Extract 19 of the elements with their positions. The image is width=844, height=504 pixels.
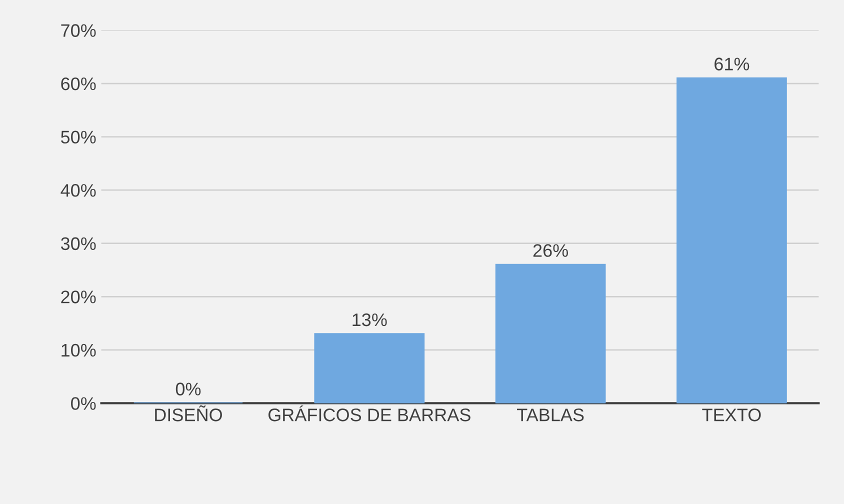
data-label: 0%	[176, 382, 201, 396]
bar	[314, 333, 425, 404]
data-label: 13%	[352, 313, 387, 326]
x-tick-label: GRÁFICOS DE BARRAS	[268, 405, 470, 422]
y-tick-label: 30%	[60, 237, 96, 250]
x-tick-label: TABLAS	[517, 408, 584, 422]
y-tick-label: 0%	[71, 397, 96, 410]
y-tick-label: 20%	[61, 290, 96, 304]
bar	[495, 264, 606, 404]
y-tick-label: 40%	[60, 184, 96, 197]
x-tick-label: DISEÑO	[155, 405, 222, 422]
data-label: 26%	[533, 244, 568, 257]
data-label: 61%	[714, 58, 750, 70]
y-tick-label: 50%	[61, 130, 96, 144]
y-tick-label: 10%	[62, 344, 96, 357]
x-tick-label: TEXTO	[702, 408, 761, 422]
y-tick-label: 70%	[61, 24, 96, 37]
y-tick-label: 60%	[61, 77, 96, 90]
bar	[676, 77, 787, 404]
